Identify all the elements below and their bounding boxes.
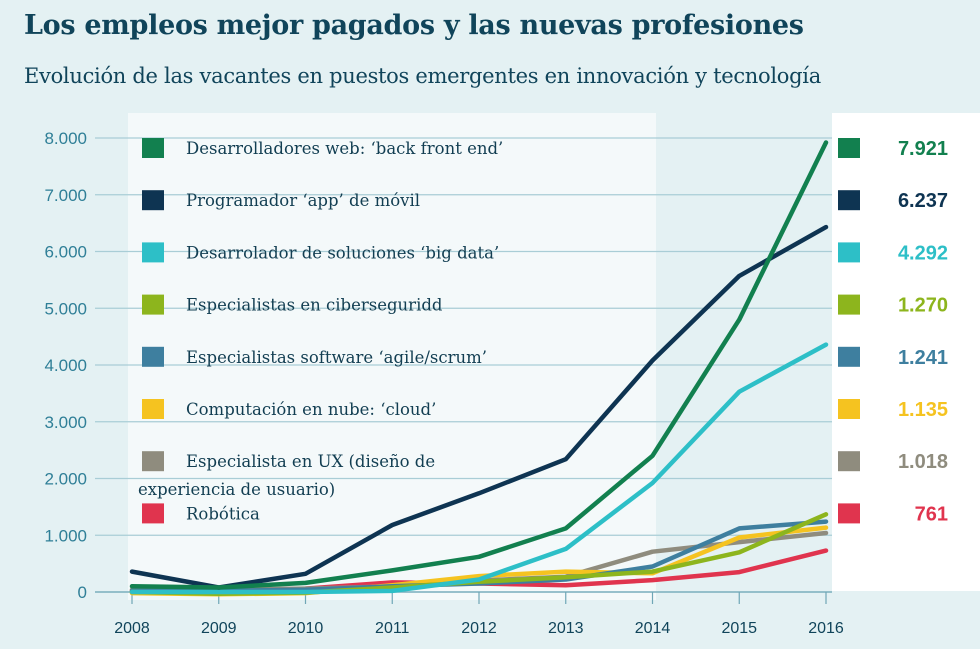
final-value-label: 7.921 [898, 138, 948, 160]
value-swatch [838, 190, 860, 211]
legend-label: Especialista en UX (diseño de [186, 452, 435, 471]
legend-swatch [142, 503, 164, 524]
legend-label: Robótica [186, 504, 260, 523]
value-swatch [838, 242, 860, 263]
value-swatch [838, 451, 860, 472]
x-axis-ticks: 2008 2009 2010 2011 2012 2013 2014 2015 2016 [114, 592, 844, 637]
x-tick-label: 2011 [375, 620, 410, 637]
y-tick-label: 7.000 [44, 186, 87, 205]
y-tick-label: 6.000 [44, 243, 87, 262]
value-swatch [838, 399, 860, 419]
value-swatch [838, 294, 860, 315]
legend-label: Desarrolladores web: ‘back front end’ [186, 139, 503, 158]
final-value-label: 6.237 [898, 190, 948, 212]
legend-label: Programador ‘app’ de móvil [186, 191, 420, 210]
legend-swatch [142, 399, 164, 419]
y-tick-label: 1.000 [44, 526, 87, 545]
x-tick-label: 2012 [461, 620, 497, 637]
value-swatch [838, 138, 860, 158]
series-lines [129, 140, 829, 597]
x-tick-label: 2008 [114, 620, 150, 637]
gridlines [95, 137, 832, 593]
y-tick-label: 2.000 [44, 470, 87, 489]
series-line [129, 342, 829, 595]
legend-swatch [142, 294, 164, 315]
x-tick-label: 2014 [635, 620, 671, 637]
series-line [129, 224, 829, 590]
legend-label: Especialistas software ‘agile/scrum’ [186, 348, 487, 367]
series-line [129, 140, 829, 590]
legend-swatch [142, 346, 164, 367]
legend-swatch [142, 138, 164, 158]
y-tick-label: 8.000 [44, 129, 87, 148]
final-value-label: 4.292 [898, 242, 948, 264]
final-value-label: 1.135 [898, 399, 948, 421]
x-tick-label: 2015 [721, 620, 757, 637]
final-value-labels: 7.921 6.237 4.292 1.270 1.241 1.135 1.018 761 [838, 138, 948, 525]
final-value-label: 1.270 [898, 295, 948, 317]
y-axis-ticks: 0 1.000 2.000 3.000 4.000 5.000 6.000 7.000 8.00… [44, 129, 87, 602]
final-value-label: 761 [915, 503, 948, 525]
value-swatch [838, 503, 860, 524]
x-tick-label: 2016 [808, 620, 844, 637]
chart-title: Los empleos mejor pagados y las nuevas p… [24, 10, 804, 41]
legend-swatch [142, 190, 164, 211]
y-tick-label: 5.000 [44, 299, 87, 318]
value-swatch [838, 346, 860, 367]
legend: Desarrolladores web: ‘back front end’ Pro… [138, 138, 503, 524]
final-value-label: 1.241 [898, 347, 948, 369]
legend-swatch [142, 242, 164, 263]
legend-label: experiencia de usuario) [138, 480, 335, 499]
legend-label: Especialistas en ciberseguridd [186, 296, 443, 315]
y-tick-label: 0 [78, 583, 87, 602]
x-tick-label: 2013 [548, 620, 584, 637]
y-tick-label: 3.000 [44, 413, 87, 432]
final-value-label: 1.018 [898, 451, 948, 473]
x-tick-label: 2009 [201, 620, 237, 637]
legend-label: Desarrolador de soluciones ‘big data’ [186, 243, 499, 262]
chart-subtitle: Evolución de las vacantes en puestos eme… [24, 64, 821, 88]
x-tick-label: 2010 [288, 620, 324, 637]
legend-label: Computación en nube: ‘cloud’ [186, 400, 436, 419]
y-tick-label: 4.000 [44, 356, 87, 375]
legend-swatch [142, 451, 164, 472]
